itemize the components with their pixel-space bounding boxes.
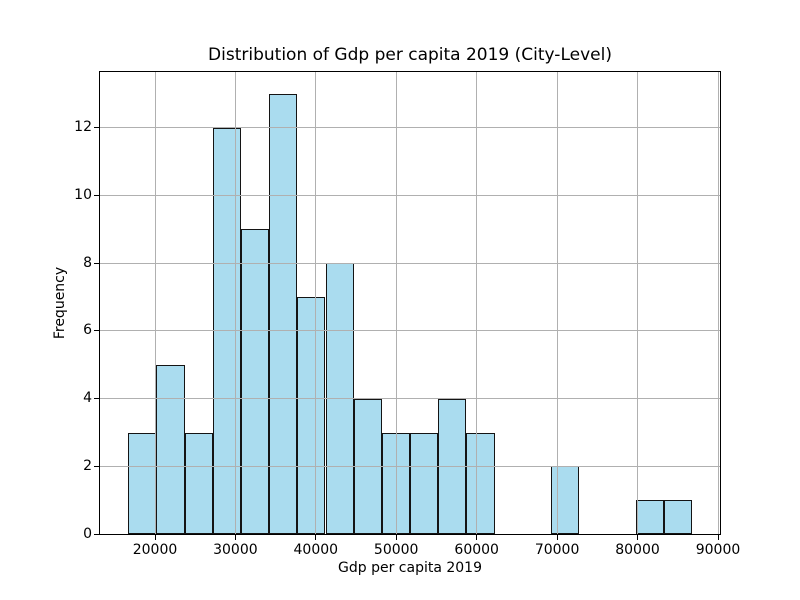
y-tick-label: 0 <box>83 525 92 542</box>
x-tick-label: 70000 <box>534 542 580 558</box>
x-gridline <box>637 72 638 534</box>
x-axis-label: Gdp per capita 2019 <box>338 560 482 576</box>
y-tick-label: 4 <box>83 390 92 407</box>
x-gridline <box>717 72 719 534</box>
y-gridline <box>100 195 720 196</box>
x-tick-label: 90000 <box>695 542 741 558</box>
x-gridline <box>556 72 558 534</box>
y-tick-label: 12 <box>74 119 92 136</box>
x-tick-label: 20000 <box>132 542 178 558</box>
y-tick-label: 6 <box>83 322 92 339</box>
x-tick-mark <box>637 535 638 540</box>
x-tick-mark <box>315 535 317 540</box>
histogram-bar <box>663 500 692 534</box>
y-gridline <box>100 398 720 400</box>
histogram-bar <box>269 94 298 534</box>
y-gridline <box>100 127 720 129</box>
y-tick-mark <box>94 127 99 129</box>
plot-area <box>99 71 721 535</box>
x-gridline <box>315 72 317 534</box>
x-tick-mark <box>717 535 719 540</box>
x-gridline <box>234 72 236 534</box>
x-tick-mark <box>476 535 478 540</box>
x-tick-label: 30000 <box>213 542 258 558</box>
histogram-bar <box>297 297 326 534</box>
y-tick-mark <box>94 533 99 535</box>
y-tick-label: 10 <box>74 187 92 203</box>
x-gridline <box>154 72 156 534</box>
histogram-bar <box>156 364 185 534</box>
y-tick-mark <box>94 398 99 400</box>
x-gridline <box>476 72 478 534</box>
x-tick-mark <box>234 535 236 540</box>
y-gridline <box>100 262 720 264</box>
y-tick-label: 8 <box>83 254 92 271</box>
histogram-bar <box>410 432 439 534</box>
x-tick-label: 60000 <box>454 542 499 558</box>
histogram-bar <box>240 229 270 534</box>
y-gridline <box>100 465 720 467</box>
chart-title: Distribution of Gdp per capita 2019 (Cit… <box>208 45 612 65</box>
y-tick-mark <box>94 330 99 332</box>
x-tick-mark <box>556 535 558 540</box>
x-tick-mark <box>154 535 156 540</box>
x-tick-label: 50000 <box>373 542 419 558</box>
y-gridline <box>100 330 720 332</box>
x-tick-label: 40000 <box>293 542 339 558</box>
y-tick-label: 2 <box>83 457 92 474</box>
y-tick-mark <box>94 465 99 467</box>
x-tick-label: 80000 <box>615 542 660 558</box>
y-gridline <box>100 533 720 534</box>
x-tick-mark <box>395 535 397 540</box>
y-tick-mark <box>94 262 99 264</box>
histogram-bar <box>184 432 213 534</box>
histogram-bar <box>466 432 495 534</box>
histogram-bar <box>550 466 580 534</box>
x-gridline <box>395 72 397 534</box>
histogram-bar <box>635 500 664 534</box>
y-tick-mark <box>94 195 99 196</box>
histogram-bar <box>128 432 157 534</box>
